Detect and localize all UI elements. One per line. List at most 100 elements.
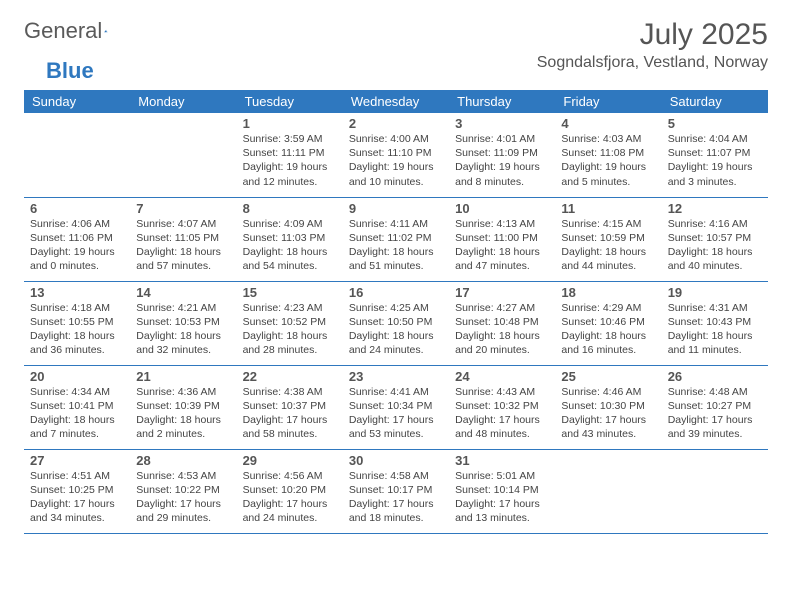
day-info: Sunrise: 4:38 AMSunset: 10:37 PMDaylight… — [243, 385, 337, 442]
calendar-day-cell: 28Sunrise: 4:53 AMSunset: 10:22 PMDaylig… — [130, 449, 236, 533]
calendar-day-cell: 26Sunrise: 4:48 AMSunset: 10:27 PMDaylig… — [662, 365, 768, 449]
calendar-day-cell: 5Sunrise: 4:04 AMSunset: 11:07 PMDayligh… — [662, 113, 768, 197]
day-number: 5 — [668, 116, 762, 131]
calendar-day-cell: 27Sunrise: 4:51 AMSunset: 10:25 PMDaylig… — [24, 449, 130, 533]
day-number: 7 — [136, 201, 230, 216]
day-info: Sunrise: 4:11 AMSunset: 11:02 PMDaylight… — [349, 217, 443, 274]
day-number: 6 — [30, 201, 124, 216]
day-info: Sunrise: 4:56 AMSunset: 10:20 PMDaylight… — [243, 469, 337, 526]
day-info: Sunrise: 4:34 AMSunset: 10:41 PMDaylight… — [30, 385, 124, 442]
calendar-day-cell: 10Sunrise: 4:13 AMSunset: 11:00 PMDaylig… — [449, 197, 555, 281]
day-info: Sunrise: 4:51 AMSunset: 10:25 PMDaylight… — [30, 469, 124, 526]
day-number: 22 — [243, 369, 337, 384]
calendar-day-cell: 16Sunrise: 4:25 AMSunset: 10:50 PMDaylig… — [343, 281, 449, 365]
day-header: Wednesday — [343, 90, 449, 113]
day-info: Sunrise: 4:21 AMSunset: 10:53 PMDaylight… — [136, 301, 230, 358]
calendar-day-cell: 15Sunrise: 4:23 AMSunset: 10:52 PMDaylig… — [237, 281, 343, 365]
day-number: 4 — [561, 116, 655, 131]
calendar-day-cell: 1Sunrise: 3:59 AMSunset: 11:11 PMDayligh… — [237, 113, 343, 197]
calendar-day-cell: 30Sunrise: 4:58 AMSunset: 10:17 PMDaylig… — [343, 449, 449, 533]
calendar-header-row: SundayMondayTuesdayWednesdayThursdayFrid… — [24, 90, 768, 113]
calendar-day-cell: 9Sunrise: 4:11 AMSunset: 11:02 PMDayligh… — [343, 197, 449, 281]
calendar-week-row: 27Sunrise: 4:51 AMSunset: 10:25 PMDaylig… — [24, 449, 768, 533]
day-info: Sunrise: 4:16 AMSunset: 10:57 PMDaylight… — [668, 217, 762, 274]
calendar-day-cell: 2Sunrise: 4:00 AMSunset: 11:10 PMDayligh… — [343, 113, 449, 197]
day-header: Tuesday — [237, 90, 343, 113]
day-info: Sunrise: 4:36 AMSunset: 10:39 PMDaylight… — [136, 385, 230, 442]
day-number: 10 — [455, 201, 549, 216]
calendar-day-cell: 11Sunrise: 4:15 AMSunset: 10:59 PMDaylig… — [555, 197, 661, 281]
calendar-day-cell: 22Sunrise: 4:38 AMSunset: 10:37 PMDaylig… — [237, 365, 343, 449]
calendar-day-cell: 21Sunrise: 4:36 AMSunset: 10:39 PMDaylig… — [130, 365, 236, 449]
day-info: Sunrise: 4:43 AMSunset: 10:32 PMDaylight… — [455, 385, 549, 442]
day-info: Sunrise: 4:27 AMSunset: 10:48 PMDaylight… — [455, 301, 549, 358]
day-number: 12 — [668, 201, 762, 216]
day-number: 27 — [30, 453, 124, 468]
calendar-day-cell: 8Sunrise: 4:09 AMSunset: 11:03 PMDayligh… — [237, 197, 343, 281]
logo-triangle-icon — [104, 22, 108, 40]
day-info: Sunrise: 5:01 AMSunset: 10:14 PMDaylight… — [455, 469, 549, 526]
day-number: 21 — [136, 369, 230, 384]
calendar-body: 1Sunrise: 3:59 AMSunset: 11:11 PMDayligh… — [24, 113, 768, 533]
logo-text-general: General — [24, 18, 102, 44]
day-header: Sunday — [24, 90, 130, 113]
day-info: Sunrise: 4:46 AMSunset: 10:30 PMDaylight… — [561, 385, 655, 442]
calendar-day-cell: 20Sunrise: 4:34 AMSunset: 10:41 PMDaylig… — [24, 365, 130, 449]
day-info: Sunrise: 3:59 AMSunset: 11:11 PMDaylight… — [243, 132, 337, 189]
day-number: 25 — [561, 369, 655, 384]
day-number: 2 — [349, 116, 443, 131]
day-number: 31 — [455, 453, 549, 468]
day-info: Sunrise: 4:29 AMSunset: 10:46 PMDaylight… — [561, 301, 655, 358]
calendar-day-cell: 14Sunrise: 4:21 AMSunset: 10:53 PMDaylig… — [130, 281, 236, 365]
day-info: Sunrise: 4:07 AMSunset: 11:05 PMDaylight… — [136, 217, 230, 274]
day-number: 15 — [243, 285, 337, 300]
day-info: Sunrise: 4:06 AMSunset: 11:06 PMDaylight… — [30, 217, 124, 274]
day-info: Sunrise: 4:31 AMSunset: 10:43 PMDaylight… — [668, 301, 762, 358]
day-number: 17 — [455, 285, 549, 300]
day-number: 28 — [136, 453, 230, 468]
day-info: Sunrise: 4:25 AMSunset: 10:50 PMDaylight… — [349, 301, 443, 358]
calendar-day-cell: 17Sunrise: 4:27 AMSunset: 10:48 PMDaylig… — [449, 281, 555, 365]
day-number: 16 — [349, 285, 443, 300]
day-number: 3 — [455, 116, 549, 131]
day-info: Sunrise: 4:01 AMSunset: 11:09 PMDaylight… — [455, 132, 549, 189]
day-number: 23 — [349, 369, 443, 384]
day-header: Saturday — [662, 90, 768, 113]
day-info: Sunrise: 4:00 AMSunset: 11:10 PMDaylight… — [349, 132, 443, 189]
day-info: Sunrise: 4:15 AMSunset: 10:59 PMDaylight… — [561, 217, 655, 274]
logo-text-blue: Blue — [46, 58, 94, 83]
calendar-week-row: 1Sunrise: 3:59 AMSunset: 11:11 PMDayligh… — [24, 113, 768, 197]
day-info: Sunrise: 4:58 AMSunset: 10:17 PMDaylight… — [349, 469, 443, 526]
day-number: 30 — [349, 453, 443, 468]
calendar-day-cell: 7Sunrise: 4:07 AMSunset: 11:05 PMDayligh… — [130, 197, 236, 281]
calendar-day-cell: 13Sunrise: 4:18 AMSunset: 10:55 PMDaylig… — [24, 281, 130, 365]
calendar-day-cell: 6Sunrise: 4:06 AMSunset: 11:06 PMDayligh… — [24, 197, 130, 281]
day-info: Sunrise: 4:53 AMSunset: 10:22 PMDaylight… — [136, 469, 230, 526]
day-info: Sunrise: 4:04 AMSunset: 11:07 PMDaylight… — [668, 132, 762, 189]
calendar-day-cell: 4Sunrise: 4:03 AMSunset: 11:08 PMDayligh… — [555, 113, 661, 197]
day-info: Sunrise: 4:18 AMSunset: 10:55 PMDaylight… — [30, 301, 124, 358]
day-number: 8 — [243, 201, 337, 216]
day-number: 20 — [30, 369, 124, 384]
day-number: 26 — [668, 369, 762, 384]
day-number: 19 — [668, 285, 762, 300]
day-number: 1 — [243, 116, 337, 131]
day-header: Friday — [555, 90, 661, 113]
calendar-day-cell: 23Sunrise: 4:41 AMSunset: 10:34 PMDaylig… — [343, 365, 449, 449]
calendar-day-cell: 18Sunrise: 4:29 AMSunset: 10:46 PMDaylig… — [555, 281, 661, 365]
day-info: Sunrise: 4:03 AMSunset: 11:08 PMDaylight… — [561, 132, 655, 189]
day-info: Sunrise: 4:09 AMSunset: 11:03 PMDaylight… — [243, 217, 337, 274]
calendar-table: SundayMondayTuesdayWednesdayThursdayFrid… — [24, 90, 768, 534]
calendar-day-cell: 3Sunrise: 4:01 AMSunset: 11:09 PMDayligh… — [449, 113, 555, 197]
calendar-day-cell: 25Sunrise: 4:46 AMSunset: 10:30 PMDaylig… — [555, 365, 661, 449]
calendar-day-cell — [24, 113, 130, 197]
logo: General — [24, 18, 128, 44]
day-header: Thursday — [449, 90, 555, 113]
calendar-day-cell: 29Sunrise: 4:56 AMSunset: 10:20 PMDaylig… — [237, 449, 343, 533]
day-header: Monday — [130, 90, 236, 113]
calendar-day-cell: 19Sunrise: 4:31 AMSunset: 10:43 PMDaylig… — [662, 281, 768, 365]
day-number: 11 — [561, 201, 655, 216]
calendar-week-row: 20Sunrise: 4:34 AMSunset: 10:41 PMDaylig… — [24, 365, 768, 449]
day-number: 9 — [349, 201, 443, 216]
calendar-week-row: 13Sunrise: 4:18 AMSunset: 10:55 PMDaylig… — [24, 281, 768, 365]
